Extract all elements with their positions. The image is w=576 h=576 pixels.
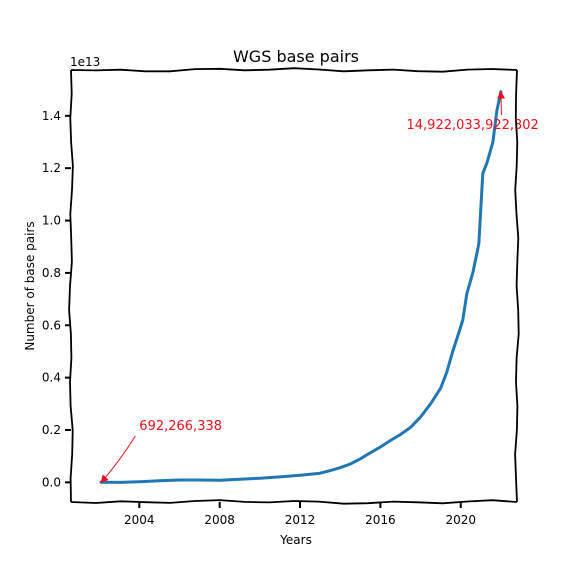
y-tick-label: 0.4 — [42, 371, 61, 385]
x-tick-label: 2008 — [204, 513, 235, 527]
plot-frame — [68, 67, 520, 505]
annotation-label: 14,922,033,922,302 — [407, 118, 539, 133]
x-tick-label: 2016 — [365, 513, 396, 527]
y-tick-label: 1.2 — [42, 161, 61, 175]
y-tick-label: 0.2 — [42, 423, 61, 437]
y-tick-label: 1.0 — [42, 214, 61, 228]
y-tick-label: 1.4 — [42, 109, 61, 123]
annotation-label: 692,266,338 — [139, 419, 222, 434]
x-axis-label: Years — [279, 533, 312, 547]
annotation-arrow — [100, 435, 136, 484]
y-axis-ticks: 0.0 0.2 0.4 0.6 0.8 1.0 1.2 1.4 — [42, 109, 71, 489]
y-offset-label: 1e13 — [70, 55, 100, 69]
x-tick-label: 2012 — [285, 513, 316, 527]
annotation-arrow — [497, 90, 506, 115]
y-axis-label: Number of base pairs — [23, 221, 37, 350]
x-tick-label: 2020 — [445, 513, 476, 527]
x-tick-label: 2004 — [124, 513, 155, 527]
series-line-wgs-base-pairs — [99, 90, 503, 484]
chart-title: WGS base pairs — [233, 47, 359, 66]
annotations: 692,266,338 14,922,033,922,302 — [100, 90, 539, 484]
y-tick-label: 0.8 — [42, 266, 61, 280]
y-tick-label: 0.6 — [42, 318, 61, 332]
x-axis-ticks: 2004 2008 2012 2016 2020 — [124, 502, 476, 527]
y-tick-label: 0.0 — [42, 475, 61, 489]
